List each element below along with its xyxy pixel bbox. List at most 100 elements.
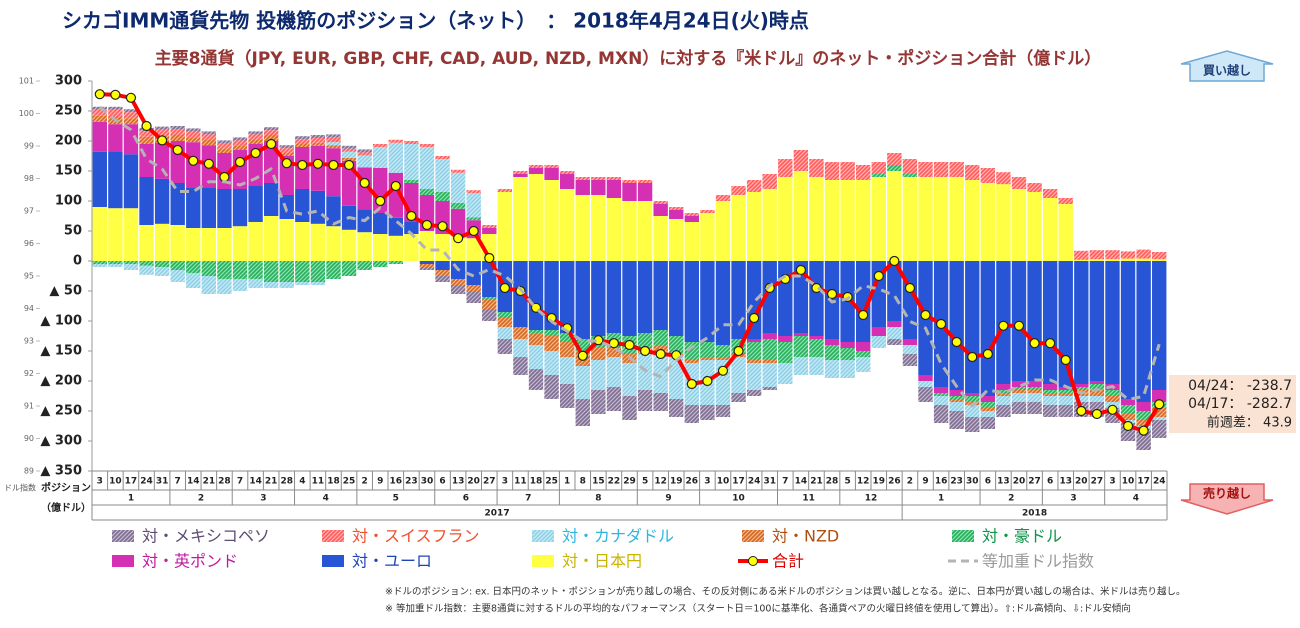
legend-swatch [742,530,764,542]
legend-label: 対・英ポンド [142,552,238,571]
total-marker [873,270,884,282]
x-tick-label: 12 [654,477,667,487]
x-tick-label: 7 [237,477,243,487]
bar-segment [388,235,403,261]
bar-segment [373,144,388,147]
bar-segment [513,174,528,177]
bar-segment [700,357,715,360]
x-tick-label: 27 [483,477,496,487]
x-tick-label: 3 [502,477,508,487]
y-tick-label: 100 [55,194,82,209]
bar-segment [123,261,139,264]
bar-segment [201,131,217,135]
bar-segment [419,261,435,264]
bar-segment [154,142,170,179]
bar-segment [497,327,513,339]
bar-segment [279,153,294,156]
total-marker [1122,420,1134,432]
bar-segment [762,360,777,363]
bar-segment [856,342,871,351]
bar-segment [435,156,450,159]
legend-swatch [322,555,344,567]
bar-segment [762,261,777,333]
bar-segment [450,208,466,236]
chart-title: シカゴIMM通貨先物 投機筋のポジション（ネット） ： 2018年4月24日(火… [62,9,809,33]
bar-segment [295,144,310,147]
bar-segment [326,145,341,149]
month-label: 4 [323,494,329,504]
bar-segment [186,228,201,261]
bar-segment [902,177,918,261]
bar-segment [388,261,403,264]
bar-segment [513,171,528,174]
sell-label: 売り越し [1203,486,1251,501]
sell-arrow [1180,483,1274,515]
bar-segment [778,177,793,261]
bar-segment [980,261,996,396]
x-tick-label: 21 [265,477,278,487]
bar-segment [684,405,700,423]
x-tick-label: 17 [1137,477,1150,487]
bar-segment [1089,261,1105,381]
legend-item: 対・スイスフラン [322,527,480,546]
bar-segment [1011,393,1027,402]
bar-segment [528,369,544,390]
bar-segment [528,165,544,168]
bar-segment [326,196,341,227]
bar-segment [513,357,528,375]
bar-segment [341,148,357,152]
bar-segment [669,210,684,219]
y2-tick-label: 93 [24,337,34,346]
bar-segment [1152,390,1167,402]
bar-segment [996,390,1011,393]
bar-segment [123,124,139,155]
bar-segment [373,213,388,234]
bar-segment [762,333,777,339]
y-tick-label: ▲ 50 [49,284,82,299]
bar-segment [809,177,824,261]
bar-segment [1042,393,1058,396]
bar-segment [762,174,777,189]
bar-segment [341,151,357,158]
bar-segment [528,261,544,330]
bar-segment [746,390,762,396]
y-axis-label: （億ドル） [41,501,91,514]
total-marker [889,255,900,267]
bar-segment [949,390,964,396]
bar-segment [341,145,357,149]
bar-segment [310,223,326,261]
bar-segment [1152,259,1167,261]
bar-segment [622,261,637,336]
bar-segment [778,342,793,363]
bar-segment [123,264,139,270]
bar-segment [684,222,700,261]
y2-tick-label: 91 [24,402,34,411]
bar-segment [186,261,201,273]
bar-segment [92,109,107,116]
bar-segment [606,198,622,261]
bar-segment [1058,396,1073,405]
bar-segment [357,152,372,156]
bar-segment [404,180,419,183]
bar-segment [544,180,559,261]
bar-segment [669,399,684,417]
x-tick-label: 3 [1109,477,1115,487]
bar-segment [1027,390,1042,393]
bar-segment [980,417,996,429]
footnote: ※ドルのポジション: ex. 日本円のネット・ポジションが売り越しの場合、その反… [385,586,1185,598]
bar-segment [326,261,341,279]
total-marker [577,350,588,361]
bar-segment [980,183,996,261]
bar-segment [295,189,310,222]
bar-segment [310,135,326,138]
x-tick-label: 23 [950,477,963,487]
x-tick-label: 20 [467,477,480,487]
bar-segment [1011,177,1027,189]
x-tick-label: 14 [795,477,808,487]
x-tick-label: 29 [623,477,636,487]
bar-segment [186,187,201,228]
total-marker [655,348,666,360]
bar-segment [1042,390,1058,393]
bar-segment [856,261,871,342]
bar-segment [513,327,528,339]
